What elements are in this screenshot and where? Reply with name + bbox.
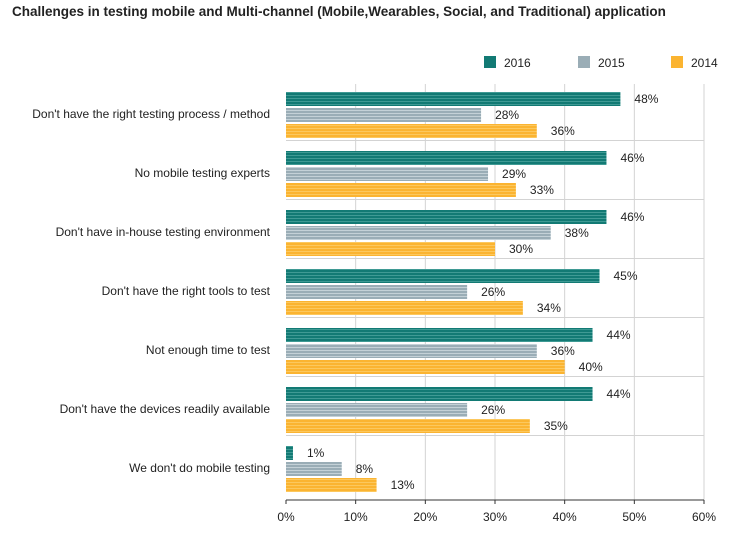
category-label: Not enough time to test: [146, 343, 271, 357]
category-label: No mobile testing experts: [135, 166, 270, 180]
legend-swatch-2014: [671, 56, 683, 68]
data-label: 1%: [307, 446, 325, 460]
x-tick-label: 0%: [277, 510, 295, 524]
x-tick-label: 20%: [413, 510, 437, 524]
bar-2016: [286, 328, 593, 342]
data-label: 40%: [579, 360, 603, 374]
x-tick-label: 60%: [692, 510, 716, 524]
data-label: 35%: [544, 419, 568, 433]
data-label: 36%: [551, 344, 575, 358]
data-label: 48%: [634, 92, 658, 106]
legend: 2016 2015 2014: [484, 56, 718, 70]
category-label: Don't have the right tools to test: [102, 284, 271, 298]
data-label: 30%: [509, 242, 533, 256]
bar-2014: [286, 242, 495, 256]
x-tick-label: 10%: [344, 510, 368, 524]
bar-2014: [286, 183, 516, 197]
bar-2015: [286, 285, 468, 299]
bar-2016: [286, 151, 607, 165]
data-label: 34%: [537, 301, 561, 315]
bar-2015: [286, 167, 489, 181]
bar-2014: [286, 301, 523, 315]
data-label: 44%: [607, 328, 631, 342]
data-label: 36%: [551, 124, 575, 138]
bar-2016: [286, 210, 607, 224]
chart-title: Challenges in testing mobile and Multi-c…: [12, 4, 666, 19]
data-label: 44%: [607, 387, 631, 401]
category-label: We don't do mobile testing: [129, 461, 270, 475]
category-label: Don't have the right testing process / m…: [32, 107, 270, 121]
bar-2014: [286, 478, 377, 492]
bar-2016: [286, 387, 593, 401]
legend-label-2014: 2014: [691, 56, 718, 70]
data-label: 46%: [620, 210, 644, 224]
bar-2015: [286, 462, 342, 476]
bar-2016: [286, 446, 293, 460]
data-label: 29%: [502, 167, 526, 181]
data-label: 26%: [481, 403, 505, 417]
x-axis: 0% 10% 20% 30% 40% 50% 60%: [277, 499, 716, 524]
bar-2015: [286, 226, 551, 240]
category-label: Don't have in-house testing environment: [56, 225, 271, 239]
data-label: 33%: [530, 183, 554, 197]
data-label: 26%: [481, 285, 505, 299]
bar-2015: [286, 344, 537, 358]
bar-2014: [286, 124, 537, 138]
data-label: 45%: [614, 269, 638, 283]
data-label: 46%: [620, 151, 644, 165]
data-label: 13%: [391, 478, 415, 492]
data-label: 28%: [495, 108, 519, 122]
x-tick-label: 30%: [483, 510, 507, 524]
x-tick-label: 50%: [622, 510, 646, 524]
x-tick-label: 40%: [553, 510, 577, 524]
legend-label-2016: 2016: [504, 56, 531, 70]
legend-swatch-2016: [484, 56, 496, 68]
category-label: Don't have the devices readily available: [60, 402, 271, 416]
legend-swatch-2015: [578, 56, 590, 68]
bar-2015: [286, 403, 468, 417]
data-label: 38%: [565, 226, 589, 240]
data-label: 8%: [356, 462, 374, 476]
legend-label-2015: 2015: [598, 56, 625, 70]
bar-2014: [286, 419, 530, 433]
bar-2015: [286, 108, 482, 122]
bar-2016: [286, 92, 621, 106]
bar-2016: [286, 269, 600, 283]
bars: 48% 28% 36% 46% 29% 33% 46% 38% 30% 45% 26% 34% 44% 3…: [286, 92, 659, 492]
bar-2014: [286, 360, 565, 374]
category-labels: Don't have the right testing process / m…: [32, 107, 270, 475]
